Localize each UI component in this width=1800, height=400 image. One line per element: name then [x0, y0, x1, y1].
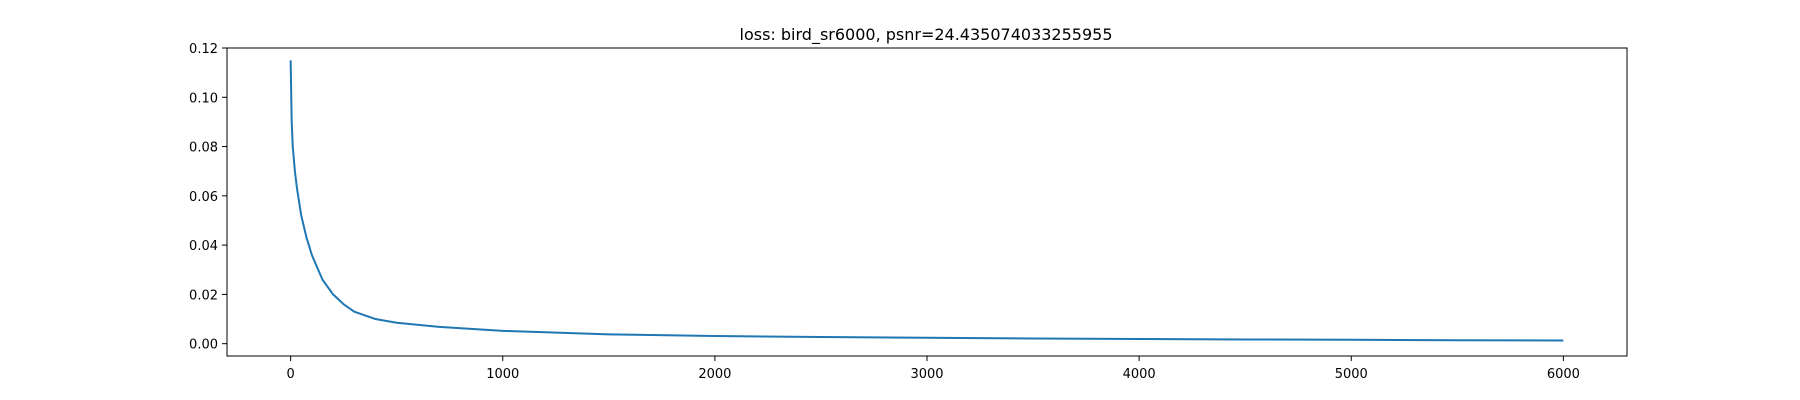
x-tick-label: 5000 — [1335, 367, 1368, 382]
y-tick-label: 0.02 — [189, 288, 218, 303]
x-tick-label: 4000 — [1123, 367, 1156, 382]
plot-frame — [226, 47, 1628, 357]
y-tick-label: 0.10 — [189, 91, 218, 106]
y-tick-label: 0.12 — [189, 42, 218, 57]
x-tick-label: 3000 — [910, 367, 943, 382]
series-layer — [289, 60, 1564, 342]
x-tick-label: 6000 — [1547, 367, 1580, 382]
chart-title: loss: bird_sr6000, psnr=24.4350740332559… — [740, 25, 1113, 45]
x-axis-ticks: 0 1000 2000 3000 4000 5000 6000 — [286, 356, 1580, 382]
x-tick-label: 1000 — [486, 367, 519, 382]
loss-series-line — [289, 60, 1564, 342]
y-tick-label: 0.00 — [189, 338, 218, 353]
x-tick-label: 2000 — [698, 367, 731, 382]
y-tick-label: 0.08 — [189, 141, 218, 156]
y-tick-label: 0.04 — [189, 239, 218, 254]
x-tick-label: 0 — [286, 367, 294, 382]
y-tick-label: 0.06 — [189, 190, 218, 205]
y-axis-ticks: 0.00 0.02 0.04 0.06 0.08 0.10 0.12 — [189, 42, 227, 353]
